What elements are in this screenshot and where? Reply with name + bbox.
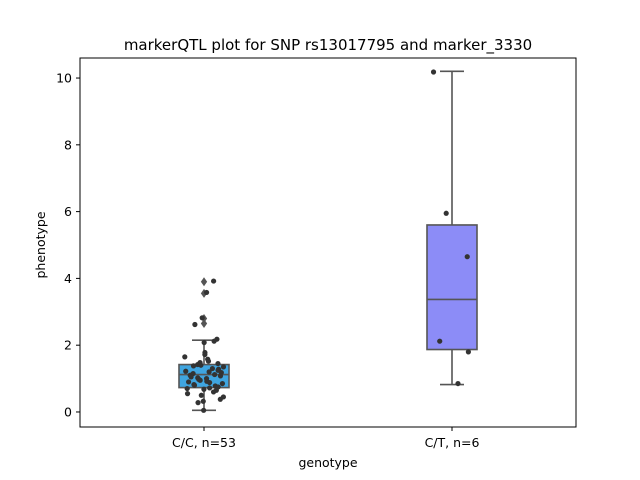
data-point: [183, 368, 189, 374]
data-point: [206, 369, 212, 375]
y-tick-label: 10: [56, 71, 72, 86]
data-point: [437, 338, 443, 344]
data-point: [211, 338, 217, 344]
data-point: [465, 349, 471, 355]
data-point: [206, 379, 213, 386]
outlier-marker: [200, 318, 208, 328]
data-point: [203, 289, 210, 296]
x-tick-label: C/T, n=6: [425, 435, 480, 450]
data-point: [200, 398, 206, 404]
data-point: [197, 377, 203, 383]
data-point: [455, 380, 461, 387]
data-point: [191, 382, 198, 388]
data-point: [202, 351, 208, 358]
data-point: [201, 407, 207, 413]
data-point: [195, 400, 201, 406]
y-tick-label: 8: [64, 137, 72, 152]
data-point: [443, 210, 449, 216]
data-point: [198, 392, 204, 398]
y-tick-label: 4: [64, 271, 72, 286]
data-point: [198, 362, 204, 368]
x-axis-label: genotype: [298, 455, 357, 470]
data-point: [201, 386, 207, 392]
chart-title: markerQTL plot for SNP rs13017795 and ma…: [124, 36, 532, 55]
data-point: [188, 374, 194, 380]
data-point: [217, 396, 223, 402]
data-point: [464, 254, 470, 260]
plot-area: 0 2 4 6 8 10 C/C, n=53 C/T, n=6: [56, 57, 577, 450]
data-point: [205, 358, 212, 364]
data-point: [184, 385, 190, 392]
plot-frame: [79, 57, 577, 428]
data-point: [199, 315, 205, 321]
outlier-marker: [200, 277, 208, 287]
data-point: [430, 69, 437, 75]
data-point: [210, 389, 217, 395]
data-point: [182, 354, 188, 360]
y-tick-label: 2: [64, 338, 72, 353]
data-point: [201, 339, 207, 346]
data-point: [219, 380, 226, 387]
data-point: [217, 373, 224, 379]
x-tick-label: C/C, n=53: [172, 435, 236, 450]
data-point: [215, 360, 221, 367]
y-tick-label: 0: [64, 404, 72, 419]
data-point: [206, 385, 213, 391]
data-point: [184, 391, 191, 397]
box-iqr: [426, 224, 478, 351]
y-axis-label: phenotype: [33, 211, 48, 278]
data-point: [185, 379, 192, 385]
data-point: [220, 364, 227, 370]
data-point: [209, 365, 215, 372]
data-point: [212, 371, 218, 378]
data-point: [211, 278, 217, 284]
data-point: [192, 321, 198, 328]
y-tick-label: 6: [64, 204, 72, 219]
data-point: [190, 363, 197, 369]
